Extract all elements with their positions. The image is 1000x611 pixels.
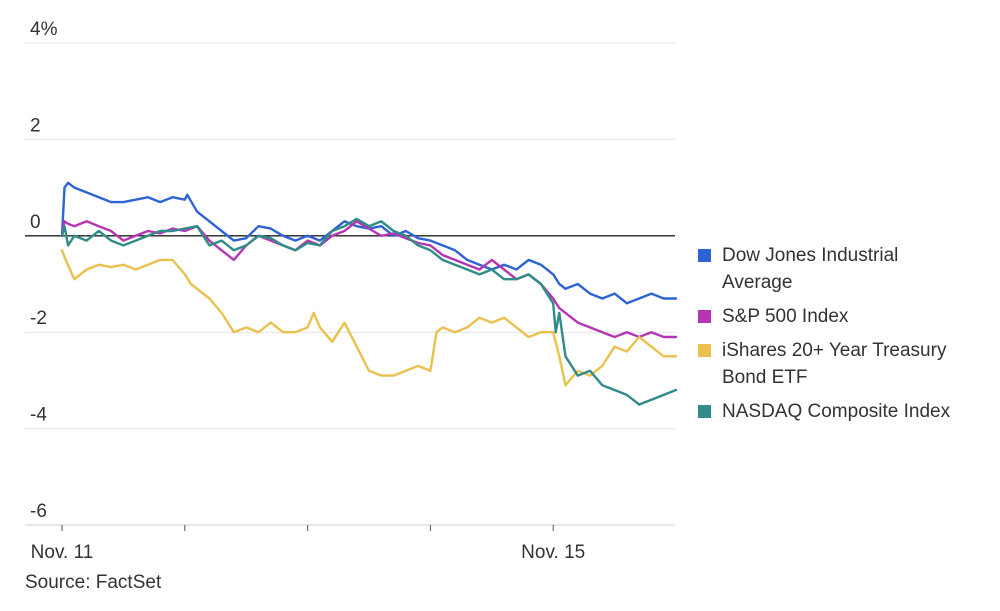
series-line-2 — [60, 220, 678, 339]
series-lines — [60, 181, 678, 406]
legend: Dow Jones Industrial Average S&P 500 Index… — [698, 245, 951, 422]
legend-swatch — [698, 249, 711, 262]
y-tick-label: -6 — [30, 501, 47, 522]
x-tick-label: Nov. 15 — [521, 542, 585, 563]
series-line-3 — [60, 249, 678, 387]
legend-label: NASDAQ Composite Index — [722, 401, 951, 422]
y-tick-label: -4 — [30, 405, 47, 426]
legend-label: iShares 20+ Year Treasury Bond ETF — [722, 340, 947, 388]
y-tick-label: 2 — [30, 115, 41, 136]
x-axis: Nov. 11 Nov. 15 — [31, 525, 585, 563]
series-line-4 — [60, 217, 678, 406]
y-tick-label: -2 — [30, 308, 47, 329]
legend-label: S&P 500 Index — [722, 306, 849, 327]
series-line-1 — [60, 181, 678, 305]
y-tick-label: 0 — [30, 212, 41, 233]
x-tick-label: Nov. 11 — [31, 542, 94, 563]
source-note: Source: FactSet — [25, 572, 162, 593]
legend-swatch — [698, 310, 711, 323]
y-tick-label: 4% — [30, 19, 58, 40]
y-axis-tick-labels: 4% 2 0 -2 -4 -6 — [30, 19, 58, 522]
legend-swatch — [698, 344, 711, 357]
legend-swatch — [698, 405, 711, 418]
legend-label: Dow Jones Industrial Average — [722, 245, 898, 293]
